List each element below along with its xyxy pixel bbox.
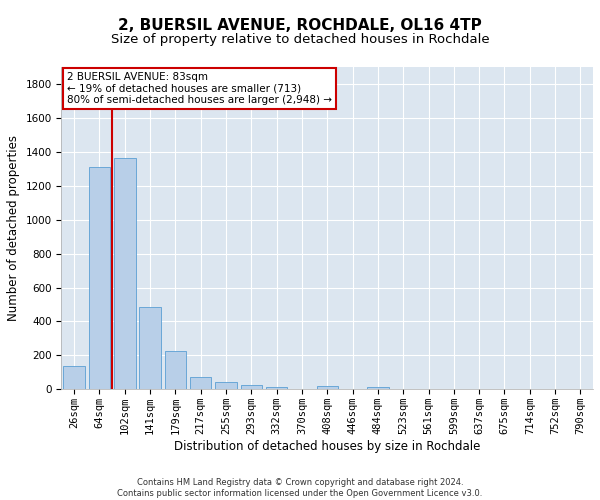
Text: Size of property relative to detached houses in Rochdale: Size of property relative to detached ho… bbox=[110, 32, 490, 46]
Bar bbox=[190, 376, 211, 390]
Bar bbox=[89, 167, 110, 390]
Text: 2, BUERSIL AVENUE, ROCHDALE, OL16 4TP: 2, BUERSIL AVENUE, ROCHDALE, OL16 4TP bbox=[118, 18, 482, 32]
Y-axis label: Number of detached properties: Number of detached properties bbox=[7, 135, 20, 321]
Bar bbox=[164, 351, 186, 390]
Bar bbox=[139, 307, 161, 390]
Bar bbox=[317, 386, 338, 390]
Bar bbox=[241, 384, 262, 390]
Bar bbox=[367, 387, 389, 390]
Bar bbox=[64, 366, 85, 390]
Bar bbox=[114, 158, 136, 390]
Bar bbox=[215, 382, 237, 390]
Text: Contains HM Land Registry data © Crown copyright and database right 2024.
Contai: Contains HM Land Registry data © Crown c… bbox=[118, 478, 482, 498]
X-axis label: Distribution of detached houses by size in Rochdale: Distribution of detached houses by size … bbox=[174, 440, 481, 453]
Text: 2 BUERSIL AVENUE: 83sqm
← 19% of detached houses are smaller (713)
80% of semi-d: 2 BUERSIL AVENUE: 83sqm ← 19% of detache… bbox=[67, 72, 332, 105]
Bar bbox=[266, 387, 287, 390]
